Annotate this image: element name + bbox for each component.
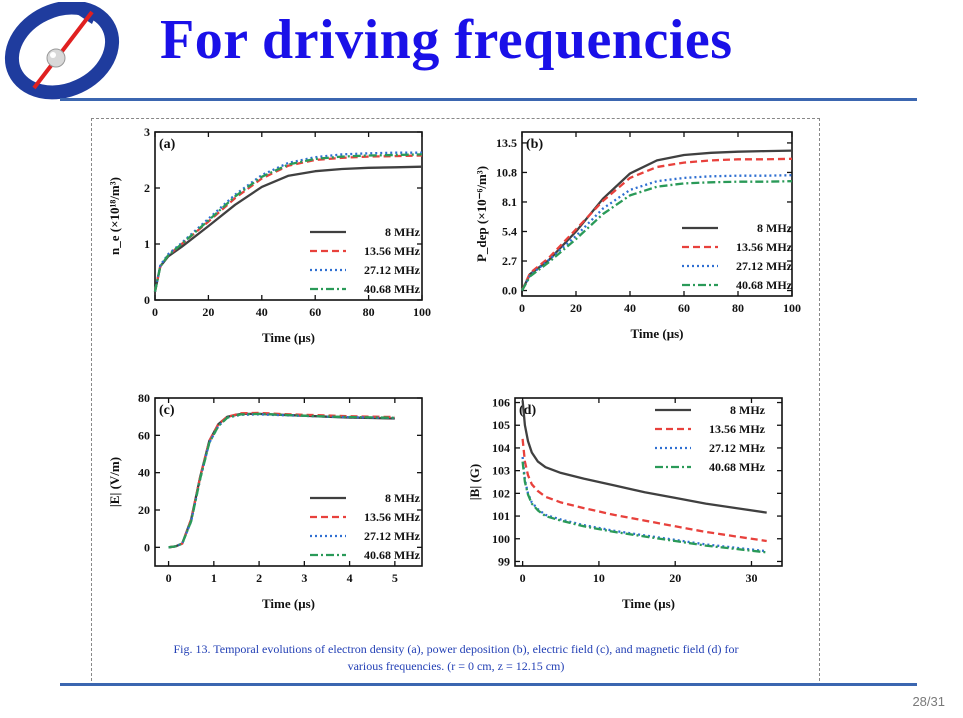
y-tick-label: 60 bbox=[138, 428, 150, 442]
y-tick-label: 2.7 bbox=[502, 254, 517, 268]
y-tick-label: 103 bbox=[492, 464, 510, 478]
y-tick-label: 8.1 bbox=[502, 195, 517, 209]
y-tick-label: 104 bbox=[492, 441, 510, 455]
y-tick-label: 101 bbox=[492, 509, 510, 523]
y-tick-label: 0 bbox=[144, 293, 150, 307]
legend-label: 27.12 MHz bbox=[736, 259, 793, 273]
x-tick-label: 80 bbox=[732, 301, 744, 315]
series-line bbox=[521, 400, 767, 514]
x-tick-label: 5 bbox=[392, 571, 398, 585]
x-axis-label: Time (μs) bbox=[262, 596, 315, 611]
legend-label: 13.56 MHz bbox=[364, 510, 421, 524]
chart-panel-a: 0 20 40 60 80 100 0 1 2 3 (a) Time (μs) n_e (×10¹⁸/m… bbox=[107, 125, 431, 345]
legend-label: 8 MHz bbox=[757, 221, 793, 235]
caption-line-2: various frequencies. (r = 0 cm, z = 12.1… bbox=[347, 659, 565, 673]
legend-label: 13.56 MHz bbox=[364, 244, 421, 258]
legend-label: 8 MHz bbox=[385, 491, 421, 505]
y-tick-label: 0 bbox=[144, 540, 150, 554]
y-tick-label: 102 bbox=[492, 486, 510, 500]
footer-divider bbox=[60, 683, 917, 686]
x-tick-label: 0 bbox=[520, 571, 526, 585]
panel-label: (d) bbox=[519, 403, 536, 418]
x-tick-label: 40 bbox=[256, 305, 268, 319]
figure-caption: Fig. 13. Temporal evolutions of electron… bbox=[100, 641, 812, 675]
y-tick-label: 20 bbox=[138, 503, 150, 517]
y-tick-label: 106 bbox=[492, 396, 510, 410]
x-tick-label: 1 bbox=[211, 571, 217, 585]
x-tick-label: 2 bbox=[256, 571, 262, 585]
y-tick-label: 99 bbox=[498, 554, 510, 568]
slide-title: For driving frequencies bbox=[160, 9, 733, 71]
y-axis-label: |B| (G) bbox=[467, 464, 482, 500]
y-tick-label: 105 bbox=[492, 418, 510, 432]
x-tick-label: 20 bbox=[202, 305, 214, 319]
y-tick-label: 2 bbox=[144, 181, 150, 195]
series-line bbox=[521, 180, 793, 292]
x-tick-label: 40 bbox=[624, 301, 636, 315]
x-tick-label: 100 bbox=[413, 305, 431, 319]
legend-label: 40.68 MHz bbox=[709, 460, 766, 474]
series-line bbox=[521, 438, 767, 543]
y-tick-label: 13.5 bbox=[496, 136, 517, 150]
plot-frame bbox=[154, 131, 423, 301]
x-tick-label: 0 bbox=[519, 301, 525, 315]
x-axis-label: Time (μs) bbox=[622, 596, 675, 611]
x-tick-label: 3 bbox=[301, 571, 307, 585]
x-tick-label: 0 bbox=[152, 305, 158, 319]
title-divider bbox=[60, 98, 917, 101]
x-tick-label: 60 bbox=[678, 301, 690, 315]
x-tick-label: 0 bbox=[166, 571, 172, 585]
legend-label: 40.68 MHz bbox=[736, 278, 793, 292]
series-line bbox=[521, 461, 767, 554]
x-axis-label: Time (μs) bbox=[262, 330, 315, 345]
series-line bbox=[520, 149, 793, 292]
y-tick-label: 80 bbox=[138, 391, 150, 405]
series-line bbox=[168, 412, 395, 549]
panel-label: (c) bbox=[159, 403, 175, 418]
legend-label: 8 MHz bbox=[385, 225, 421, 239]
y-tick-label: 100 bbox=[492, 532, 510, 546]
legend-label: 27.12 MHz bbox=[364, 263, 421, 277]
x-tick-label: 4 bbox=[347, 571, 353, 585]
legend-label: 13.56 MHz bbox=[736, 240, 793, 254]
panel-label: (a) bbox=[159, 137, 176, 152]
y-tick-label: 3 bbox=[144, 125, 150, 139]
x-axis-label: Time (μs) bbox=[631, 326, 684, 341]
chart-panel-c: 0 1 2 3 4 5 0 20 40 60 80 (c) Time (μs) |E| (V/m) 8 MH… bbox=[107, 391, 423, 611]
chart-panel-b: 0 20 40 60 80 100 0.0 2.7 5.4 8.1 10.8 13.5 (b) Time … bbox=[474, 131, 801, 341]
y-tick-label: 10.8 bbox=[496, 165, 517, 179]
series-line bbox=[520, 157, 793, 291]
x-tick-label: 30 bbox=[745, 571, 757, 585]
chart-panel-d: 0 10 20 30 99 100 101 102 103 104 105 106 (d) Time (μ… bbox=[467, 396, 783, 611]
y-tick-label: 40 bbox=[138, 466, 150, 480]
caption-line-1: Fig. 13. Temporal evolutions of electron… bbox=[173, 642, 739, 656]
legend-label: 8 MHz bbox=[730, 403, 766, 417]
page-number: 28/31 bbox=[912, 694, 945, 709]
y-axis-label: |E| (V/m) bbox=[107, 457, 122, 507]
y-tick-label: 0.0 bbox=[502, 284, 517, 298]
institution-logo bbox=[4, 2, 120, 100]
x-tick-label: 20 bbox=[669, 571, 681, 585]
x-tick-label: 60 bbox=[309, 305, 321, 319]
panel-label: (b) bbox=[526, 137, 543, 152]
x-tick-label: 80 bbox=[363, 305, 375, 319]
legend-label: 13.56 MHz bbox=[709, 422, 766, 436]
y-tick-label: 1 bbox=[144, 237, 150, 251]
legend-label: 27.12 MHz bbox=[364, 529, 421, 543]
y-axis-label: P_dep (×10⁻⁶/m³) bbox=[474, 166, 489, 262]
x-tick-label: 100 bbox=[783, 301, 801, 315]
legend-label: 40.68 MHz bbox=[364, 548, 421, 562]
legend-label: 27.12 MHz bbox=[709, 441, 766, 455]
legend-label: 40.68 MHz bbox=[364, 282, 421, 296]
series-line bbox=[153, 151, 422, 292]
series-line bbox=[153, 153, 423, 292]
y-axis-label: n_e (×10¹⁸/m³) bbox=[107, 177, 122, 255]
x-tick-label: 20 bbox=[570, 301, 582, 315]
x-tick-label: 10 bbox=[593, 571, 605, 585]
y-tick-label: 5.4 bbox=[502, 224, 517, 238]
